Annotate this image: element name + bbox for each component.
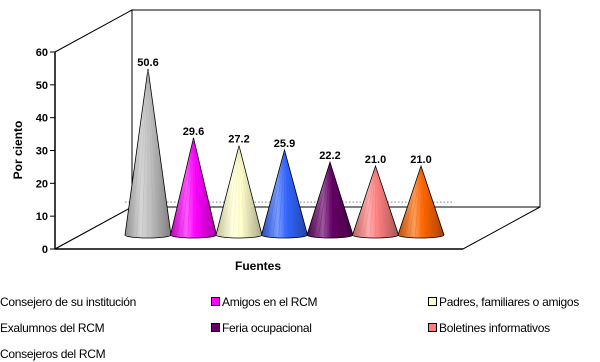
cone-rib bbox=[324, 164, 331, 237]
cone-rib bbox=[375, 168, 382, 237]
cone-rib bbox=[233, 147, 240, 237]
y-tick-label: 30 bbox=[36, 146, 48, 158]
cone-chart: 0 10 20 30 40 50 60 50.6 29.6 27.2 25.9 22.2 21.0 21… bbox=[11, 9, 541, 273]
y-axis-title: Por ciento bbox=[11, 121, 25, 180]
cone-mark bbox=[397, 164, 445, 239]
legend-swatch bbox=[211, 323, 220, 332]
cone-rib bbox=[193, 139, 206, 237]
cone-rib bbox=[227, 147, 240, 237]
cone-rib bbox=[312, 164, 331, 237]
legend-item: Feria ocupacional bbox=[211, 321, 312, 335]
legend-item: Amigos en el RCM bbox=[211, 295, 318, 309]
cone-rib bbox=[369, 168, 376, 237]
legend-item: Exalumnos del RCM bbox=[0, 321, 105, 335]
cone-rib bbox=[284, 151, 291, 237]
y-tick-label: 50 bbox=[36, 80, 48, 92]
cone-rib bbox=[375, 168, 388, 237]
y-tick-label: 60 bbox=[36, 47, 48, 59]
cone-rib bbox=[409, 168, 422, 237]
cone-rib bbox=[238, 147, 245, 237]
data-label: 50.6 bbox=[137, 57, 158, 69]
y-tick-label: 10 bbox=[36, 211, 48, 223]
cone-rib bbox=[136, 70, 149, 237]
legend-swatch bbox=[428, 297, 437, 306]
data-label: 22.2 bbox=[319, 150, 340, 162]
legend-label: Consejeros del RCM bbox=[0, 347, 106, 361]
cone-rib bbox=[329, 164, 348, 237]
cone-rib bbox=[193, 139, 200, 237]
cone-rib bbox=[181, 139, 194, 237]
cone-rib bbox=[284, 151, 297, 237]
legend-label: Feria ocupacional bbox=[222, 321, 312, 335]
cone-rib bbox=[221, 147, 240, 237]
x-axis-title: Fuentes bbox=[235, 259, 281, 273]
y-tick-label: 40 bbox=[36, 113, 48, 125]
legend-swatch bbox=[211, 297, 220, 306]
cone-rib bbox=[272, 151, 285, 237]
legend-item: Padres, familiares o amigos bbox=[428, 295, 579, 309]
cone-rib bbox=[176, 139, 194, 237]
cone-rib bbox=[187, 139, 194, 237]
cone-rib bbox=[363, 168, 376, 237]
cone-rib bbox=[147, 70, 160, 237]
y-tick-label: 0 bbox=[42, 244, 48, 256]
chart-legend: Consejero de su institución Amigos en el … bbox=[0, 288, 600, 362]
legend-label: Boletines informativos bbox=[439, 321, 550, 335]
cone-rib bbox=[329, 164, 336, 237]
cone-rib bbox=[142, 70, 149, 237]
cone-rib bbox=[147, 70, 154, 237]
data-label: 21.0 bbox=[365, 154, 386, 166]
legend-item: Boletines informativos bbox=[428, 321, 550, 335]
cone-rib bbox=[415, 168, 422, 237]
legend-label: Padres, familiares o amigos bbox=[439, 295, 579, 309]
cone-rib bbox=[278, 151, 285, 237]
cone-rib bbox=[130, 70, 149, 237]
data-label: 27.2 bbox=[228, 134, 249, 146]
data-label: 25.9 bbox=[274, 138, 295, 150]
cone-rib bbox=[284, 151, 302, 237]
cone-rib bbox=[375, 168, 393, 237]
cone-rib bbox=[403, 168, 422, 237]
legend-swatch bbox=[428, 323, 437, 332]
cone-rib bbox=[329, 164, 342, 237]
cone-rib bbox=[420, 168, 427, 237]
cone-rib bbox=[420, 168, 433, 237]
cone-rib bbox=[238, 147, 257, 237]
legend-item: Consejero de su institución bbox=[0, 295, 136, 309]
cone-rib bbox=[238, 147, 251, 237]
cone-mark bbox=[215, 145, 263, 239]
legend-label: Exalumnos del RCM bbox=[0, 321, 105, 335]
cone-rib bbox=[358, 168, 376, 237]
legend-label: Amigos en el RCM bbox=[222, 295, 318, 309]
cone-rib bbox=[318, 164, 331, 237]
cone-rib bbox=[420, 168, 439, 237]
cone-rib bbox=[147, 70, 166, 237]
cone-rib bbox=[193, 139, 211, 237]
legend-label: Consejero de su institución bbox=[0, 295, 136, 309]
y-tick-label: 20 bbox=[36, 178, 48, 190]
data-label: 21.0 bbox=[410, 154, 431, 166]
data-label: 29.6 bbox=[183, 126, 204, 138]
legend-item: Consejeros del RCM bbox=[0, 347, 106, 361]
cone-rib bbox=[267, 151, 285, 237]
